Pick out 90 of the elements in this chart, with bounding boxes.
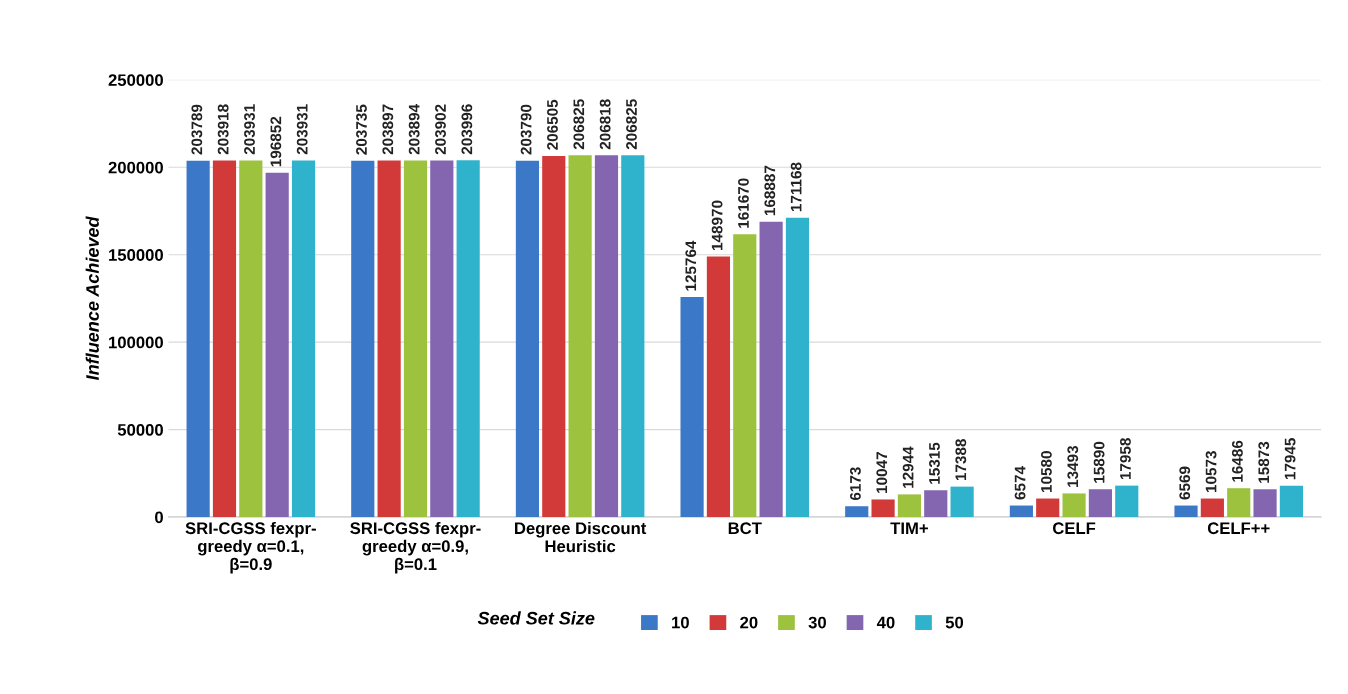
legend-label: 10 <box>672 616 689 629</box>
bar <box>733 234 757 518</box>
x-tick-label: CELF <box>1053 522 1096 535</box>
data-label: 203790 <box>520 104 532 155</box>
legend-label: 40 <box>876 616 895 629</box>
data-label: 203894 <box>408 103 420 155</box>
data-label: 12944 <box>902 446 914 488</box>
bar <box>759 221 783 518</box>
data-label: 148970 <box>711 200 723 250</box>
bar <box>1253 489 1277 518</box>
data-label: 13493 <box>1067 445 1079 487</box>
bar <box>291 160 316 518</box>
data-label: 6569 <box>1179 466 1191 500</box>
data-label: 203931 <box>244 104 255 155</box>
x-tick-label: SRI-CGSS fexpr- greedy α=0.1, β=0.9 <box>185 521 316 574</box>
data-label: 15873 <box>1258 441 1270 483</box>
data-label: 10047 <box>876 452 888 493</box>
x-tick-label: BCT <box>728 522 762 535</box>
y-tick-label: 150000 <box>109 249 163 261</box>
x-tick-label: SRI-CGSS fexpr- greedy α=0.9, β=0.1 <box>350 521 481 574</box>
data-label: 203897 <box>382 104 394 155</box>
bar <box>621 155 645 518</box>
y-axis-title: Influence Achieved <box>85 216 99 381</box>
data-label: 168887 <box>764 165 776 216</box>
y-tick-label: 0 <box>155 511 163 524</box>
bar <box>377 160 401 518</box>
bar <box>845 506 869 518</box>
bar <box>1200 498 1224 518</box>
bar <box>924 490 948 518</box>
data-label: 206818 <box>599 99 611 150</box>
data-label: 203735 <box>356 104 367 155</box>
bar <box>1036 498 1060 518</box>
bar <box>950 486 974 518</box>
data-label: 17388 <box>955 439 967 481</box>
data-label: 6574 <box>1014 466 1026 500</box>
data-label: 15890 <box>1093 441 1105 483</box>
data-label: 16486 <box>1232 440 1243 482</box>
bar <box>680 297 704 518</box>
bar <box>456 160 480 518</box>
bar <box>871 499 895 518</box>
x-tick-label: TIM+ <box>890 522 928 534</box>
data-label: 203902 <box>435 104 446 155</box>
legend-label: 50 <box>945 616 964 629</box>
bar <box>430 160 454 518</box>
bar <box>785 217 810 518</box>
bar <box>542 155 566 518</box>
bar <box>897 494 922 518</box>
data-label: 206825 <box>573 99 585 150</box>
y-tick-label: 200000 <box>108 161 163 174</box>
bar <box>403 160 428 518</box>
data-label: 17945 <box>1284 438 1296 480</box>
y-tick-label: 50000 <box>117 423 163 436</box>
data-label: 15315 <box>929 442 940 484</box>
bar <box>594 155 619 518</box>
bar <box>1088 489 1112 518</box>
bar <box>1174 505 1198 518</box>
bar <box>1009 505 1033 518</box>
bar <box>186 160 210 518</box>
bar <box>515 160 540 518</box>
data-label: 10573 <box>1205 451 1217 493</box>
bar <box>239 160 263 518</box>
data-label: 171168 <box>790 162 802 212</box>
bar <box>212 160 237 518</box>
legend-title: Seed Set Size <box>477 611 595 625</box>
bar <box>265 172 289 518</box>
data-label: 203918 <box>217 104 229 155</box>
data-label: 161670 <box>738 178 749 228</box>
data-label: 125764 <box>685 240 697 291</box>
bar <box>568 155 592 518</box>
data-label: 206825 <box>626 99 637 150</box>
bar <box>351 160 375 518</box>
bar <box>1062 493 1086 518</box>
data-label: 10580 <box>1041 451 1052 493</box>
data-label: 206505 <box>547 99 558 150</box>
legend-label: 20 <box>740 616 758 629</box>
data-label: 196852 <box>270 116 282 167</box>
bar <box>1115 485 1139 518</box>
x-tick-label: CELF++ <box>1207 522 1270 535</box>
data-label: 6173 <box>850 467 861 501</box>
y-tick-label: 100000 <box>109 336 163 349</box>
data-label: 17958 <box>1120 438 1131 480</box>
data-label: 203789 <box>191 104 203 155</box>
bar <box>1227 488 1251 518</box>
y-tick-label: 250000 <box>108 74 163 87</box>
data-label: 203996 <box>461 104 473 155</box>
bar <box>706 256 731 518</box>
bar <box>1279 485 1303 518</box>
data-label: 203931 <box>296 104 308 155</box>
legend-label: 30 <box>808 616 826 629</box>
x-tick-label: Degree Discount Heuristic <box>515 521 647 553</box>
